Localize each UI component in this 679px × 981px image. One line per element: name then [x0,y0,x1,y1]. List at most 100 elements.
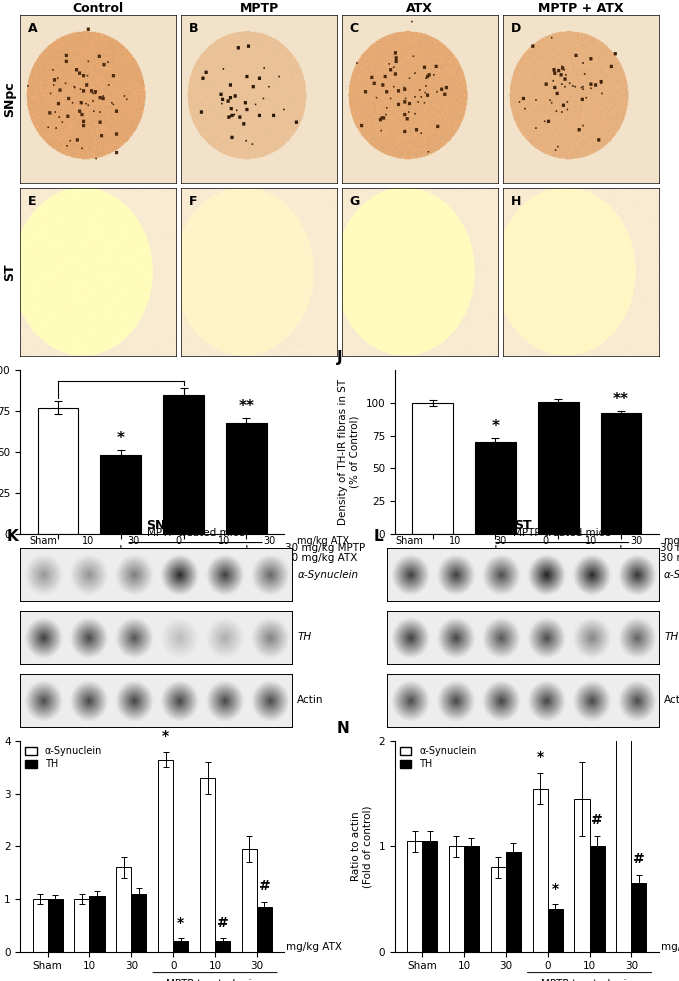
Text: α-Synuclein: α-Synuclein [297,570,359,580]
Text: 0: 0 [176,536,182,545]
Text: G: G [350,195,360,208]
Text: +: + [616,542,626,556]
Bar [491,867,506,952]
Text: MPTP-treated mice: MPTP-treated mice [513,529,611,539]
Bar [538,401,579,534]
Text: -: - [56,542,60,556]
Bar [422,841,437,952]
Y-axis label: SNpc: SNpc [3,81,16,117]
Text: H: H [511,195,521,208]
Text: MPTP-treated mice: MPTP-treated mice [166,979,264,981]
Title: MPTP + ATX: MPTP + ATX [538,2,623,15]
Bar [37,408,79,534]
Text: ST: ST [514,519,532,532]
Text: *: * [492,419,499,435]
Text: MPTP-treated mice: MPTP-treated mice [147,529,244,539]
Bar [449,847,464,952]
Y-axis label: ST: ST [3,263,16,281]
Text: E: E [28,195,37,208]
Text: K: K [7,529,18,544]
Bar [548,909,563,952]
Text: F: F [189,195,198,208]
Y-axis label: Density of TH-IR fibras in ST
(% of Control): Density of TH-IR fibras in ST (% of Cont… [338,379,360,525]
Bar [90,897,105,952]
Bar [574,800,589,952]
Bar [33,899,48,952]
Text: Sham: Sham [29,536,57,545]
Text: 10: 10 [82,536,94,545]
Text: -: - [181,542,186,556]
Text: *: * [536,750,544,764]
Text: 30 mg/kg MPTP: 30 mg/kg MPTP [285,542,365,552]
Text: TH: TH [297,633,312,643]
Bar [617,631,631,952]
Text: +: + [179,552,189,566]
Text: #: # [633,852,645,866]
Bar [226,423,267,534]
Text: L: L [373,529,383,544]
Text: D: D [511,22,521,34]
Bar [242,849,257,952]
Text: 30 mg/kg MPTP: 30 mg/kg MPTP [660,542,679,552]
Text: α-Synuclein: α-Synuclein [664,570,679,580]
Bar [173,941,188,952]
Text: J: J [337,350,342,365]
Text: 10: 10 [449,536,461,545]
Text: 10: 10 [585,536,597,545]
Bar [631,883,646,952]
Text: Actin: Actin [664,696,679,705]
Text: *: * [117,432,125,446]
Text: B: B [189,22,198,34]
Bar [475,442,516,534]
Text: 30: 30 [128,536,140,545]
Text: mg/kg ATX: mg/kg ATX [664,536,679,545]
Text: mg/kg ATX: mg/kg ATX [661,942,679,952]
Bar [131,894,147,952]
Text: **: ** [613,392,629,407]
Bar [532,789,548,952]
Text: 30 mg/kg ATX: 30 mg/kg ATX [660,552,679,563]
Text: TH: TH [664,633,678,643]
Text: -: - [430,542,435,556]
Text: 30: 30 [494,536,507,545]
Text: +: + [490,542,500,556]
Bar [506,852,521,952]
Text: -: - [119,552,123,566]
Text: N: N [337,721,350,736]
Text: *: * [177,916,184,930]
Text: *: * [551,882,559,896]
Text: #: # [217,916,228,930]
Text: -: - [556,542,560,556]
Text: 30 mg/kg ATX: 30 mg/kg ATX [285,552,358,563]
Bar [163,394,204,534]
Text: -: - [56,552,60,566]
Text: A: A [28,22,38,34]
Bar [257,906,272,952]
Y-axis label: Ratio to actin
(Fold of control): Ratio to actin (Fold of control) [352,805,373,888]
Text: 30: 30 [263,536,276,545]
Bar [100,455,141,534]
Text: #: # [591,813,603,827]
Text: 0: 0 [543,536,549,545]
Bar [407,841,422,952]
Bar [589,847,604,952]
Bar [200,778,215,952]
Text: -: - [493,552,498,566]
Text: mg/kg ATX: mg/kg ATX [287,942,342,952]
Text: Actin: Actin [297,696,324,705]
Title: MPTP: MPTP [240,2,279,15]
Bar [48,899,62,952]
Text: C: C [350,22,359,34]
Title: Control: Control [73,2,124,15]
Text: 10: 10 [218,536,230,545]
Title: ATX: ATX [407,2,433,15]
Legend: α-Synuclein, TH: α-Synuclein, TH [25,746,102,769]
Text: #: # [259,879,270,893]
Bar [116,867,131,952]
Text: **: ** [238,398,255,414]
Legend: α-Synuclein, TH: α-Synuclein, TH [400,746,477,769]
Text: +: + [242,552,251,566]
Text: mg/kg ATX: mg/kg ATX [297,536,350,545]
Text: -: - [430,552,435,566]
Bar [412,403,453,534]
